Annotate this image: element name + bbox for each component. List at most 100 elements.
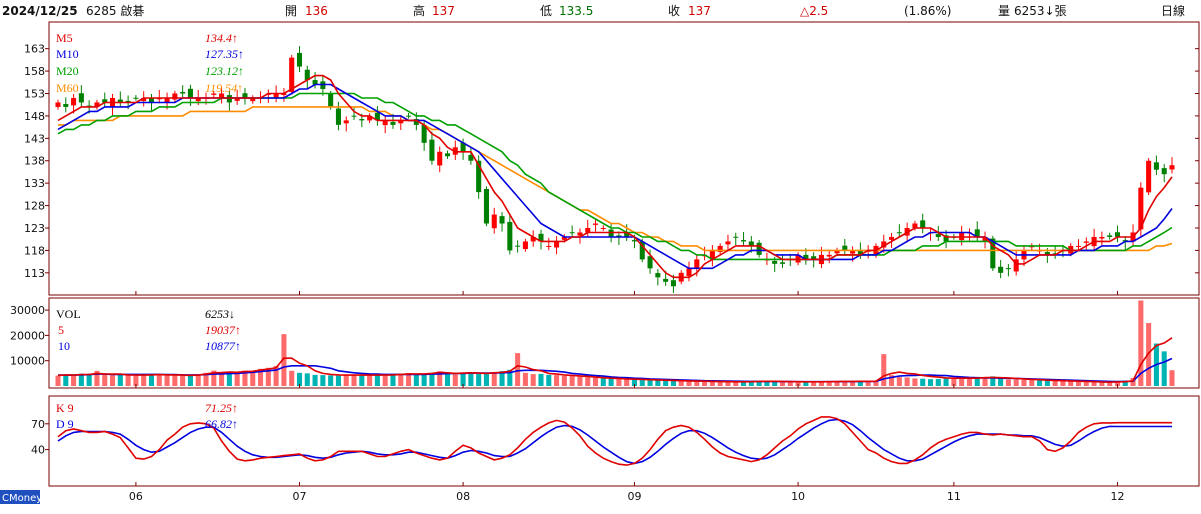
volume-bar <box>741 381 747 386</box>
volume-bar <box>187 375 193 386</box>
candle-body <box>686 268 692 276</box>
candle-body <box>530 236 536 242</box>
candle-body <box>351 115 357 117</box>
candle-body <box>71 97 77 106</box>
header-stock: 6285 啟碁 <box>86 3 144 18</box>
volume-bar <box>296 372 303 386</box>
volume-bar <box>1075 381 1082 386</box>
volume-bar <box>927 379 934 386</box>
volume-bar <box>920 378 926 386</box>
candle-body <box>998 266 1004 273</box>
volume-bar <box>1122 380 1128 386</box>
x-axis-label: 06 <box>129 490 143 503</box>
candle-body <box>920 220 926 228</box>
volume-bar <box>694 381 700 386</box>
volume-bar <box>483 372 489 386</box>
volume-bar <box>491 372 497 386</box>
volume-bar <box>678 380 684 386</box>
candle-body <box>1161 168 1167 175</box>
candle-body <box>1153 162 1159 170</box>
candle-body <box>289 57 295 92</box>
ma5-line <box>57 74 1173 279</box>
volume-bar <box>390 374 396 386</box>
candle-body <box>842 245 848 251</box>
legend-vol-name: VOL <box>56 307 81 321</box>
legend-ma5-value: 134.4↑ <box>205 31 238 45</box>
volume-bar <box>990 376 996 386</box>
volume-bar <box>577 376 583 386</box>
volume-bar <box>312 374 318 386</box>
header-volume-value: 6253↓張 <box>1014 4 1067 18</box>
volume-bar <box>1146 323 1152 386</box>
volume-bar <box>959 378 965 386</box>
candle-body <box>343 120 349 124</box>
volume-bar <box>55 375 61 386</box>
volume-bar <box>1114 381 1121 386</box>
candle-body <box>974 229 980 237</box>
volume-bar <box>998 378 1004 386</box>
volume-bar <box>148 373 155 386</box>
header-volume-label: 量 <box>998 4 1010 18</box>
volume-bar <box>125 375 131 386</box>
candle-body <box>600 227 606 229</box>
candle-body <box>335 108 341 125</box>
candle-body <box>538 233 544 242</box>
volume-bar <box>717 381 723 386</box>
candle-body <box>1099 236 1105 239</box>
volume-bar <box>1013 379 1019 386</box>
volume-bar <box>795 381 801 386</box>
candle-body <box>164 97 170 103</box>
candle-body <box>242 93 248 98</box>
candle-body <box>585 227 591 233</box>
header-bar: 2024/12/25 6285 啟碁 開 136 高 137 低 133.5 收… <box>2 3 1185 18</box>
candle-body <box>834 250 840 254</box>
volume-bar <box>141 375 147 386</box>
volume-bar <box>351 374 357 386</box>
header-date: 2024/12/25 <box>2 4 78 18</box>
candle-body <box>569 232 575 234</box>
x-axis-label: 08 <box>456 490 470 503</box>
candle-body <box>429 139 435 161</box>
x-axis-label: 07 <box>292 490 306 503</box>
volume-bar <box>476 373 482 386</box>
volume-bar <box>78 373 84 386</box>
volume-bar <box>507 369 513 386</box>
volume-bar <box>328 375 334 386</box>
volume-bar <box>234 372 240 386</box>
kd-plot <box>57 416 1172 466</box>
volume-bar <box>803 381 809 386</box>
candle-body <box>172 93 178 100</box>
candle-body <box>304 69 310 81</box>
candle-body <box>63 104 69 107</box>
x-axis-label: 12 <box>1110 490 1124 503</box>
volume-bar <box>320 375 326 386</box>
price-tick-label: 138 <box>24 155 45 168</box>
volume-bar <box>881 354 887 386</box>
candle-body <box>1075 245 1082 247</box>
volume-tick-label: 30000 <box>10 304 45 317</box>
candle-body <box>148 97 155 103</box>
x-axis-label: 11 <box>947 490 961 503</box>
candle-body <box>748 241 754 246</box>
candle-body <box>943 235 949 242</box>
candle-body <box>94 102 100 107</box>
legend-vol10-value: 10877↑ <box>205 339 241 353</box>
volume-tick-label: 20000 <box>10 329 45 342</box>
volume-bar <box>102 374 108 386</box>
kd-panel <box>48 395 1200 487</box>
price-tick-label: 128 <box>24 200 45 213</box>
candle-body <box>826 254 832 257</box>
candle-body <box>250 97 256 102</box>
volume-bar <box>896 377 902 386</box>
candle-body <box>1138 187 1144 230</box>
candle-body <box>935 234 941 237</box>
candle-body <box>406 115 412 117</box>
volume-bar <box>374 375 380 386</box>
volume-bar <box>63 375 69 386</box>
ma60-line <box>58 106 1173 252</box>
volume-bar <box>203 372 209 386</box>
header-change: △2.5 <box>800 4 828 18</box>
k-line <box>57 416 1172 466</box>
candle-body <box>421 124 427 143</box>
volume-ma5-line <box>57 337 1173 384</box>
